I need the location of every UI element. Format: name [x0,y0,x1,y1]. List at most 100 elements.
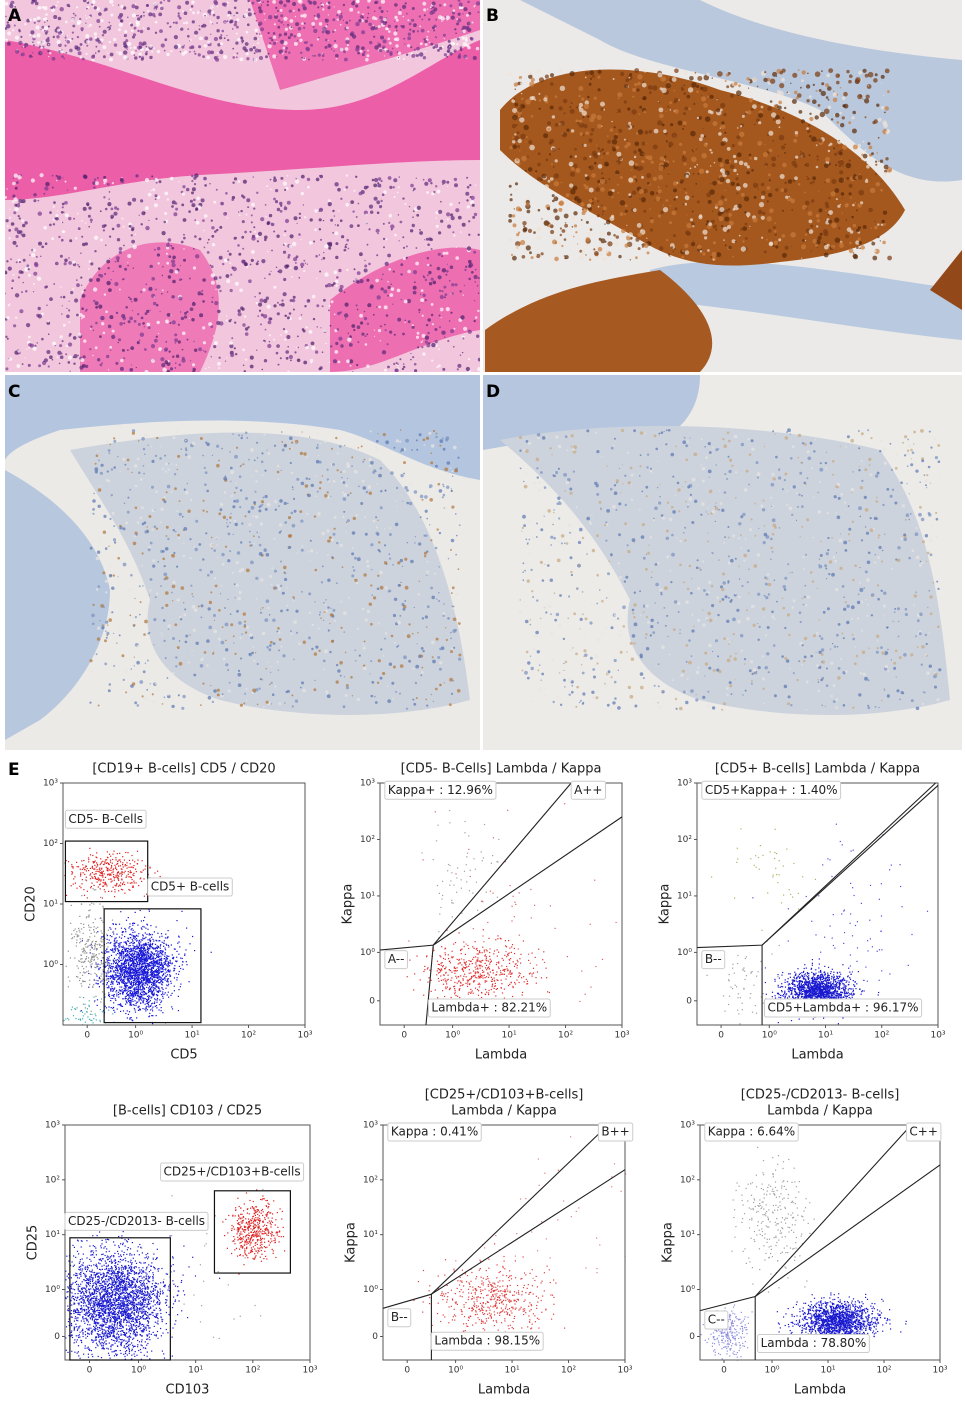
cell [264,328,267,331]
cell [867,679,870,682]
cell [430,313,434,317]
cell [163,49,166,52]
cell [65,52,68,54]
cell [394,25,398,29]
cell [235,583,239,587]
cell [436,189,441,194]
cell [361,53,365,57]
cell [532,647,536,651]
cell [787,702,790,706]
cell [321,30,325,34]
cell [370,461,374,465]
cell [397,186,400,189]
cell [710,165,712,167]
cell [573,211,578,216]
cell [256,0,261,3]
cell [32,35,36,39]
cell [91,613,95,618]
cell [184,311,187,315]
cell [221,552,225,557]
cell [192,628,196,632]
cell [572,199,575,202]
cell [269,178,272,181]
cell [527,196,530,199]
cell [857,226,862,230]
cell [597,123,602,129]
cell [520,77,522,80]
cell [166,321,169,324]
cell [356,325,361,330]
cell [47,55,50,58]
cell [138,214,140,216]
cell [247,510,251,514]
cell [550,73,554,78]
cell [394,233,397,237]
cell [243,623,247,627]
cell [818,89,822,92]
cell [590,128,595,132]
cell [283,206,288,211]
cell [109,57,113,62]
cell [865,94,870,99]
cell [757,209,763,215]
cell [376,306,378,308]
cell [160,507,164,511]
cell [827,86,832,91]
cell [880,223,884,226]
cell [445,15,450,20]
cell [733,434,738,439]
cell [6,316,10,320]
cell [614,240,620,246]
cell [406,12,408,15]
cell [66,314,70,319]
cell [627,125,630,127]
cell [216,444,220,448]
cell [929,482,932,484]
cell [124,463,127,466]
cell [384,368,387,372]
cell [727,225,731,229]
cell [335,53,339,58]
cell [741,584,744,588]
cell [98,25,101,28]
cell [730,558,734,563]
cell [709,94,714,99]
cell [683,84,685,87]
cell [344,57,348,62]
cell [322,256,326,260]
cell [281,591,285,595]
cell [641,174,643,176]
cell [721,224,724,228]
cell [194,235,197,238]
cell [528,538,531,541]
cell [218,609,221,612]
cell [81,290,84,293]
cell [64,258,68,263]
cell [708,222,713,227]
cell [696,200,700,204]
cell [148,545,152,549]
cell [320,5,323,8]
cell [327,43,332,48]
cell [650,160,654,164]
cell [400,299,402,301]
cell [529,619,532,621]
cell [353,470,358,474]
cell [99,363,103,367]
cell [399,440,402,443]
cell [466,199,469,202]
cell [216,22,219,24]
cell [264,507,268,511]
cell [134,597,136,600]
cell [403,655,407,660]
cell [837,204,841,208]
cell [532,180,535,183]
cell [335,242,339,246]
cell [80,358,85,363]
cell [203,214,208,218]
cell [675,195,678,199]
cell [278,638,282,641]
cell [442,183,444,185]
cell [164,657,167,659]
cell [321,531,325,536]
